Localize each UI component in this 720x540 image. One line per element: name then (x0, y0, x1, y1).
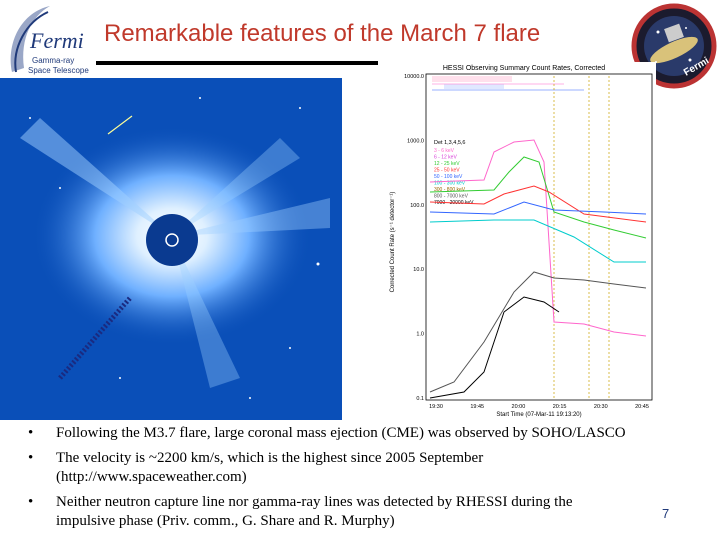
series-line-4 (429, 201, 647, 215)
series-line-3 (429, 185, 647, 223)
legend-entry: 3 - 6 keV (434, 148, 455, 154)
legend-entry: 800 - 7000 keV (434, 194, 469, 200)
x-tick-label: 20:30 (594, 404, 608, 410)
hessi-count-rate-plot: HESSI Observing Summary Count Rates, Cor… (384, 62, 656, 418)
plot-title: HESSI Observing Summary Count Rates, Cor… (443, 65, 605, 72)
legend-entry: 25 - 50 keV (434, 168, 460, 174)
series-line-2 (429, 156, 647, 239)
page-number: 7 (662, 506, 670, 521)
slide-title: Remarkable features of the March 7 flare (104, 20, 541, 47)
bullet-list: • Following the M3.7 flare, large corona… (28, 424, 668, 531)
bullet-dot: • (28, 494, 34, 510)
series-line-6 (429, 271, 647, 393)
y-tick-label: 10000.0 (404, 74, 424, 80)
bullet-item: • Neither neutron capture line nor gamma… (28, 493, 668, 531)
bullet-text: The velocity is ~2200 km/s, which is the… (56, 450, 484, 466)
x-tick-label: 20:15 (553, 404, 567, 410)
legend-entry: 6 - 12 keV (434, 155, 457, 161)
title-underline (96, 61, 378, 65)
fermi-logo: Fermi Gamma-ray Space Telescope (2, 2, 94, 78)
y-tick-label: 10.0 (413, 267, 424, 273)
plot-frame (425, 73, 653, 401)
lasco-cme-image (0, 78, 342, 420)
bullet-dot: • (28, 450, 34, 466)
legend-entry: 12 - 25 keV (434, 161, 460, 167)
bullet-item: • Following the M3.7 flare, large corona… (28, 424, 668, 443)
y-tick-label: 1.0 (416, 332, 424, 338)
x-tick-label: 20:00 (512, 404, 526, 410)
legend-entry: 50 - 100 keV (434, 174, 463, 180)
bullet-text: Neither neutron capture line nor gamma-r… (56, 494, 573, 510)
x-axis-label: Start Time (07-Mar-11 19:13:20) (496, 412, 581, 418)
series-line-1 (429, 139, 647, 337)
bullet-text: Following the M3.7 flare, large coronal … (56, 425, 626, 441)
logo-subtitle-line1: Gamma-ray (32, 56, 75, 65)
y-tick-label: 0.1 (416, 396, 424, 402)
legend-header: Det 1,3,4,5,6 (434, 140, 466, 146)
legend-entry: 300 - 800 keV (434, 187, 466, 193)
y-tick-label: 100.0 (410, 203, 424, 209)
fermi-swoosh-icon (10, 6, 50, 73)
bullet-text-cont: impulsive phase (Priv. comm., G. Share a… (56, 513, 395, 529)
solar-corona-image (0, 78, 342, 420)
bullet-dot: • (28, 425, 34, 441)
x-tick-label: 20:45 (635, 404, 649, 410)
logo-wordmark: Fermi (30, 28, 84, 53)
x-tick-label: 19:30 (429, 404, 443, 410)
bullet-link-text: (http://www.spaceweather.com) (56, 469, 247, 485)
y-tick-label: 1000.0 (407, 138, 424, 144)
logo-subtitle-line2: Space Telescope (28, 66, 89, 75)
x-tick-label: 19:45 (470, 404, 484, 410)
series-line-7 (429, 296, 560, 399)
series-line-5 (429, 219, 646, 263)
legend-entry: 100 - 300 keV (434, 181, 466, 187)
bullet-item: • The velocity is ~2200 km/s, which is t… (28, 449, 668, 487)
y-axis-label: Corrected Count Rate (s⁻¹ detector⁻¹) (390, 192, 396, 293)
